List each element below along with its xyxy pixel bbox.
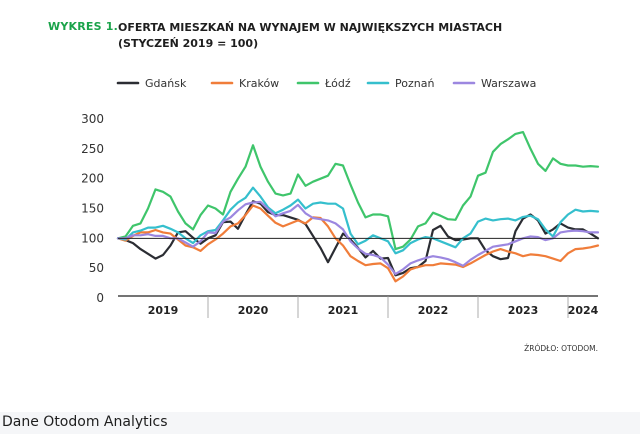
y-tick-label: 250	[81, 142, 104, 156]
chart-card: WYKRES 1. OFERTA MIESZKAŃ NA WYNAJEM W N…	[48, 20, 600, 353]
x-tick-label: 2020	[238, 304, 269, 317]
chart-title-line-1: OFERTA MIESZKAŃ NA WYNAJEM W NAJWIĘKSZYC…	[118, 21, 503, 34]
caption-bar: Dane Otodom Analytics	[0, 412, 640, 434]
legend-label: Gdańsk	[145, 77, 187, 90]
legend-label: Kraków	[239, 77, 279, 90]
line-chart: Gdańsk Kraków Łódź Poznań Warszawa 0 50 100 150 2…	[81, 77, 600, 353]
source-note: ŹRÓDŁO: OTODOM.	[524, 344, 598, 353]
caption-text: Dane Otodom Analytics	[2, 414, 168, 430]
y-tick-label: 200	[81, 172, 104, 186]
x-tick-label: 2022	[418, 304, 449, 317]
series-line-poznań	[116, 186, 600, 255]
x-tick-label: 2024	[568, 304, 599, 317]
figure-label: WYKRES 1.	[48, 20, 118, 33]
y-tick-label: 0	[96, 291, 104, 305]
legend-label: Łódź	[324, 77, 351, 90]
legend-label: Poznań	[395, 77, 434, 90]
chart-title-line-2: (STYCZEŃ 2019 = 100)	[118, 37, 259, 50]
y-tick-label: 150	[81, 202, 104, 216]
x-tick-label: 2023	[508, 304, 539, 317]
chart-title: OFERTA MIESZKAŃ NA WYNAJEM W NAJWIĘKSZYC…	[118, 20, 538, 52]
x-tick-label: 2021	[328, 304, 359, 317]
y-tick-label: 100	[81, 231, 104, 245]
x-tick-label: 2019	[148, 304, 179, 317]
series-line-łódź	[116, 131, 600, 251]
legend-label: Warszawa	[481, 77, 536, 90]
y-tick-label: 50	[89, 261, 104, 275]
y-tick-label: 300	[81, 112, 104, 126]
series-line-warszawa	[116, 200, 600, 276]
series-line-kraków	[116, 204, 600, 283]
